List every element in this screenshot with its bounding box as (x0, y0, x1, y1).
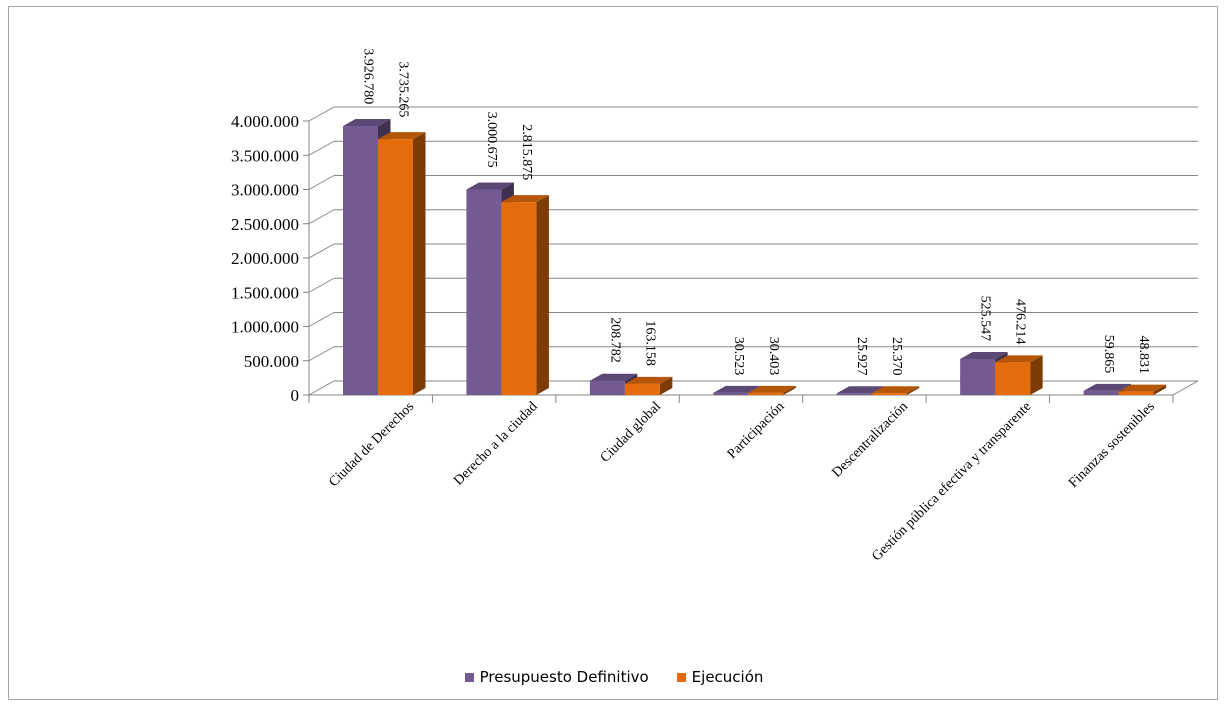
bar-ejecucion-front (501, 202, 537, 395)
bar-ejecucion-front (378, 139, 413, 395)
bar-ejecucion (624, 376, 673, 395)
gridline-side (308, 277, 335, 293)
bar-presupuesto-front (713, 392, 749, 395)
bar-presupuesto-front (589, 380, 625, 395)
category-label: Ciudad global (598, 399, 664, 465)
bar-ejecucion-front (624, 383, 660, 395)
bar-ejecucion-side (1153, 384, 1167, 395)
bar-ejecucion-front (995, 362, 1031, 395)
data-label: 30.523 (731, 337, 746, 376)
bar-presupuesto-top (960, 352, 1008, 360)
category-label: Participación (725, 399, 788, 462)
bar-presupuesto-front (836, 393, 872, 395)
bar-presupuesto-top (343, 119, 391, 127)
y-tick-label: 1.500.000 (231, 283, 299, 302)
data-label: 59.865 (1101, 335, 1116, 374)
data-label: 2.815.875 (519, 124, 534, 180)
y-tick-label: 3.000.000 (231, 181, 299, 200)
bar-ejecucion-side (536, 195, 549, 395)
bar-layer (343, 119, 1167, 396)
data-label: 525.547 (978, 296, 993, 341)
bar-ejecucion (1118, 384, 1167, 395)
data-label: 476.214 (1013, 299, 1028, 344)
bar-presupuesto-front (343, 126, 378, 396)
data-label: 163.158 (642, 320, 657, 366)
floor-right-edge (1172, 380, 1199, 396)
category-label: Derecho a la ciudad (451, 399, 540, 488)
category-label: Descentralización (829, 399, 911, 481)
bar-ejecucion (871, 386, 920, 395)
floor-left-edge (308, 380, 335, 396)
bar-presupuesto-top (713, 385, 761, 393)
bar-presupuesto-front (960, 359, 996, 395)
data-label: 25.370 (889, 337, 904, 376)
bar-ejecucion (995, 355, 1043, 395)
chart-frame (8, 6, 1218, 700)
bar-ejecucion-front (871, 393, 907, 395)
bar-presupuesto (466, 182, 514, 395)
data-label: 3.926.780 (361, 48, 376, 104)
gridline-side (308, 209, 335, 225)
y-tick-label: 2.500.000 (231, 215, 299, 234)
grid-layer (308, 106, 1199, 396)
legend-swatch-ejecucion (676, 672, 686, 682)
bar-ejecucion-top (748, 385, 796, 393)
bar-presupuesto-front (466, 189, 502, 395)
bar-ejecucion-top (624, 376, 673, 384)
legend: Presupuesto Definitivo Ejecución (0, 668, 1228, 686)
category-label: Finanzas sostenibles (1066, 399, 1158, 491)
legend-item-presupuesto: Presupuesto Definitivo (464, 668, 649, 686)
data-label: 3.735.265 (396, 61, 411, 117)
bar-presupuesto-top (836, 386, 885, 394)
data-label: 208.782 (607, 317, 622, 363)
gridline-side (308, 175, 335, 190)
legend-item-ejecucion: Ejecución (676, 668, 764, 686)
bar-ejecucion-top (501, 195, 549, 203)
bar-ejecucion-side (783, 385, 796, 395)
bar-ejecucion-top (1118, 384, 1167, 392)
data-label: 48.831 (1136, 335, 1151, 374)
bar-ejecucion-top (871, 386, 920, 394)
bar-ejecucion-side (413, 132, 426, 396)
gridline-side (308, 243, 335, 259)
bar-presupuesto-top (1083, 383, 1132, 391)
gridline-side (308, 312, 335, 327)
y-tick-label: 3.500.000 (231, 146, 299, 165)
bar-ejecucion-front (1118, 391, 1154, 395)
bar-ejecucion-top (378, 132, 426, 140)
y-tick-label: 2.000.000 (231, 249, 299, 268)
data-label: 30.403 (766, 337, 781, 376)
legend-label-presupuesto: Presupuesto Definitivo (479, 668, 649, 686)
bar-ejecucion-side (659, 376, 673, 395)
bar-ejecucion-front (748, 392, 784, 395)
bar-ejecucion-side (906, 386, 920, 395)
bar-presupuesto-front (1083, 390, 1119, 395)
bar-ejecucion-side (1030, 355, 1043, 395)
y-tick-label: 500.000 (244, 352, 299, 371)
bar-ejecucion (501, 195, 549, 395)
data-label: 3.000.675 (484, 112, 499, 168)
y-tick-label: 1.000.000 (231, 318, 299, 337)
bar-ejecucion (378, 132, 426, 396)
category-label: Ciudad de Derechos (326, 399, 417, 490)
gridline-side (308, 140, 335, 156)
data-label: 25.927 (854, 337, 869, 376)
bar-ejecucion (748, 385, 796, 395)
gridline-side (308, 346, 335, 362)
y-tick-label: 0 (291, 386, 300, 405)
legend-label-ejecucion: Ejecución (691, 668, 764, 686)
label-layer: 3.926.780 3.735.265 3.000.675 2.815.875 208.… (361, 48, 1152, 375)
bar-ejecucion-top (995, 355, 1043, 363)
y-tick-label: 4.000.000 (231, 112, 299, 131)
bar-presupuesto-top (466, 182, 514, 190)
legend-swatch-presupuesto (464, 672, 474, 682)
gridline-side (308, 106, 335, 122)
bar-presupuesto-top (589, 373, 638, 381)
